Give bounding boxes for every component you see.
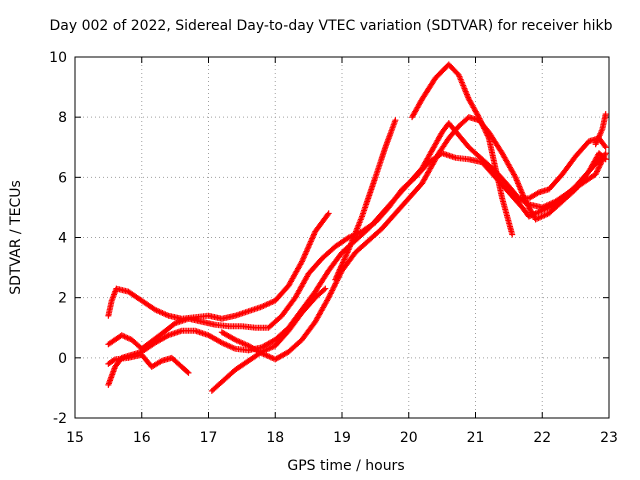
data-series [332,117,399,283]
data-series [105,120,609,388]
chart-title: Day 002 of 2022, Sidereal Day-to-day VTE… [49,18,613,34]
y-tick-label: 0 [58,351,67,367]
data-point [324,211,331,218]
data-point [602,111,609,118]
data-point [602,150,609,157]
data-point [602,144,609,151]
data-point [110,357,117,364]
data-point [164,333,171,340]
data-point [601,155,608,162]
y-tick-label: 4 [58,231,67,247]
y-tick-label: 8 [58,110,67,126]
data-series [409,61,516,238]
x-tick-label: 19 [333,430,351,446]
y-tick-label: 6 [58,170,67,186]
x-axis-label: GPS time / hours [287,458,404,474]
data-point [184,368,191,375]
y-tick-label: 10 [49,50,67,66]
data-series [208,285,329,394]
x-tick-label: 20 [400,430,418,446]
data-point [392,117,399,124]
x-tick-label: 16 [133,430,151,446]
x-tick-label: 21 [467,430,485,446]
x-tick-label: 23 [600,430,618,446]
data-point [601,142,608,149]
data-point [602,156,609,163]
x-tick-label: 15 [66,430,84,446]
data-series [218,114,609,363]
y-axis-label: SDTVAR / TECUs [8,180,24,295]
data-series [592,111,609,148]
plot-frame [74,56,610,419]
data-point [525,213,532,220]
data-point [321,286,328,293]
y-tick-label: 2 [58,291,67,307]
x-tick-label: 22 [533,430,551,446]
x-tick-label: 17 [200,430,218,446]
data-point [322,285,329,292]
data-point [185,369,192,376]
data-point [509,231,516,238]
data-series [105,210,332,322]
data-point [325,210,332,217]
x-tick-label: 18 [266,430,284,446]
y-tick-label: -2 [53,411,67,427]
